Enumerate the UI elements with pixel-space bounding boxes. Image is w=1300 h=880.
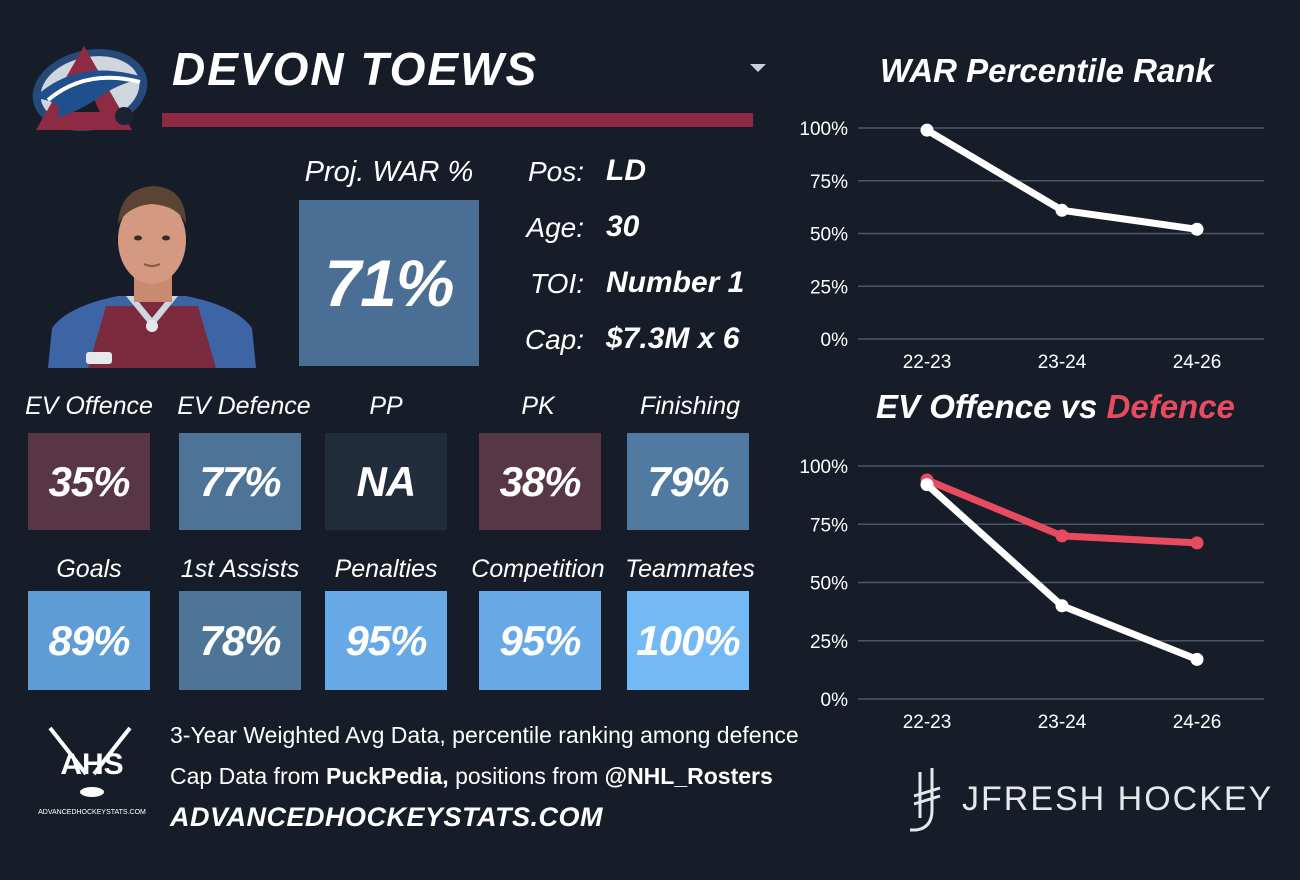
pk-value: 38%	[499, 457, 581, 505]
toi-value: Number 1	[606, 266, 745, 299]
nhl-rosters-link[interactable]: @NHL_Rosters	[604, 763, 773, 789]
ev-chart-y-tick-label: 100%	[799, 457, 848, 478]
competition-tile: 95%	[479, 591, 601, 690]
ev-chart-series-line-0	[923, 481, 1201, 663]
footer-note-sources: Cap Data from PuckPedia, positions from …	[170, 763, 773, 789]
proj-war-tile: 71%	[299, 200, 479, 366]
teammates-tile: 100%	[627, 591, 749, 690]
war-chart-y-tick-label: 50%	[810, 225, 848, 246]
player-name: DEVON TOEWS	[172, 43, 539, 95]
pk-label: PK	[521, 392, 555, 420]
ev-chart-y-tick-label: 25%	[810, 632, 848, 653]
ev-chart-data-point	[1190, 536, 1204, 550]
goals-tile: 89%	[28, 591, 150, 690]
ahs-logo-text: AHS	[60, 748, 123, 781]
ev-defence-tile: 77%	[179, 433, 301, 530]
first-assists-tile: 78%	[179, 591, 301, 690]
ev-chart-x-tick-label: 23-24	[1038, 712, 1087, 733]
pos-value: LD	[606, 154, 646, 187]
ev-offence-label: EV Offence	[25, 392, 153, 420]
pk-tile: 38%	[479, 433, 601, 530]
proj-war-label: Proj. WAR %	[304, 156, 474, 188]
war-chart-x-tick-label: 22-23	[903, 352, 952, 373]
ev-chart-data-point	[1190, 652, 1204, 666]
ev-defence-value: 77%	[199, 457, 281, 505]
war-chart-x-tick-label: 23-24	[1038, 352, 1087, 373]
ahs-logo-small-text: ADVANCEDHOCKEYSTATS.COM	[38, 809, 146, 816]
competition-value: 95%	[499, 616, 581, 664]
footer-note-data: 3-Year Weighted Avg Data, percentile ran…	[170, 722, 799, 748]
competition-label: Competition	[471, 555, 605, 583]
ev-chart-y-tick-label: 0%	[821, 690, 849, 711]
player-headshot-icon	[48, 186, 256, 368]
jfresh-hockey-brand: JFRESH HOCKEY	[962, 780, 1274, 818]
ev-chart-y-tick-label: 50%	[810, 574, 848, 595]
ev-chart-x-tick-label: 24-26	[1173, 712, 1222, 733]
proj-war-value: 71%	[324, 246, 454, 320]
name-accent-bar	[162, 113, 753, 127]
finishing-value: 79%	[647, 457, 729, 505]
cap-value: $7.3M x 6	[606, 322, 740, 355]
war-chart-data-point	[920, 123, 934, 137]
ev-chart-title: EV Offence vs Defence	[876, 388, 1235, 425]
first-assists-label: 1st Assists	[180, 555, 300, 583]
teammates-label: Teammates	[625, 555, 755, 583]
goals-label: Goals	[56, 555, 122, 583]
ev-offence-defence-chart: 0% 25% 50% 75% 100% 22-23 23-24 24-26	[799, 457, 1264, 733]
ev-chart-data-point	[1055, 529, 1069, 543]
ev-chart-y-tick-label: 75%	[810, 515, 848, 536]
finishing-label: Finishing	[639, 392, 741, 420]
penalties-label: Penalties	[334, 555, 438, 583]
war-chart-y-tick-label: 75%	[810, 172, 848, 193]
pp-tile: NA	[325, 433, 447, 530]
goals-value: 89%	[48, 616, 130, 664]
pp-value: NA	[356, 457, 417, 505]
age-value: 30	[606, 210, 640, 243]
penalties-tile: 95%	[325, 591, 447, 690]
ev-offence-tile: 35%	[28, 433, 150, 530]
war-percentile-chart: 0% 25% 50% 75% 100% 22-23 23-24 24-26	[799, 119, 1264, 373]
war-chart-data-point	[1055, 203, 1069, 217]
pos-label: Pos:	[527, 156, 584, 187]
ev-defence-label: EV Defence	[177, 392, 311, 420]
penalties-value: 95%	[345, 616, 427, 664]
jfresh-stick-logo-icon	[910, 768, 941, 832]
ahs-logo-icon: AHS ADVANCEDHOCKEYSTATS.COM	[38, 726, 146, 816]
ev-chart-data-point	[920, 478, 934, 492]
war-chart-x-tick-label: 24-26	[1173, 352, 1222, 373]
first-assists-value: 78%	[199, 616, 281, 664]
ev-offence-value: 35%	[48, 457, 130, 505]
chevron-down-icon[interactable]	[750, 64, 766, 72]
puckpedia-link[interactable]: PuckPedia,	[325, 763, 449, 789]
war-chart-y-tick-label: 0%	[821, 330, 849, 351]
avalanche-logo-icon	[32, 46, 148, 131]
finishing-tile: 79%	[627, 433, 749, 530]
teammates-value: 100%	[636, 616, 740, 664]
pp-label: PP	[369, 392, 403, 420]
site-url-link[interactable]: ADVANCEDHOCKEYSTATS.COM	[170, 802, 604, 832]
war-chart-y-tick-label: 100%	[799, 119, 848, 140]
war-chart-data-point	[1190, 222, 1204, 236]
war-chart-title: WAR Percentile Rank	[880, 52, 1214, 89]
war-chart-y-tick-label: 25%	[810, 277, 848, 298]
ev-chart-x-tick-label: 22-23	[903, 712, 952, 733]
toi-label: TOI:	[530, 268, 584, 299]
age-label: Age:	[526, 212, 584, 243]
ev-chart-data-point	[1055, 599, 1069, 613]
cap-label: Cap:	[524, 324, 584, 355]
